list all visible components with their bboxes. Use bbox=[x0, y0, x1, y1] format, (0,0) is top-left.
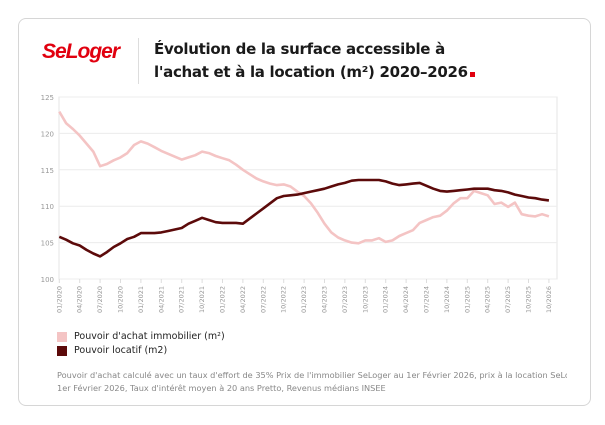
x-tick-label: 04/2022 bbox=[239, 286, 247, 313]
x-tick-label: 07/2024 bbox=[423, 286, 431, 313]
x-tick-label: 10/2025 bbox=[525, 286, 533, 313]
footnote-line-2: 1er Février 2026, Taux d'intérêt moyen à… bbox=[57, 383, 386, 393]
x-tick-label: 10/2026 bbox=[545, 286, 553, 313]
x-tick-label: 01/2022 bbox=[219, 286, 227, 313]
x-tick-label: 07/2021 bbox=[178, 286, 186, 313]
seloger-logo: SeLoger bbox=[42, 40, 120, 63]
y-tick-label: 105 bbox=[41, 240, 54, 248]
x-tick-label: 01/2024 bbox=[382, 286, 390, 313]
x-tick-label: 01/2021 bbox=[137, 286, 145, 313]
header-divider bbox=[138, 38, 139, 84]
x-tick-label: 04/2025 bbox=[484, 286, 492, 313]
x-tick-label: 01/2025 bbox=[463, 286, 471, 313]
x-tick-label: 04/2021 bbox=[157, 286, 165, 313]
y-tick-label: 115 bbox=[41, 167, 54, 175]
x-tick-label: 10/2020 bbox=[117, 286, 125, 313]
footnote-line-1: Pouvoir d'achat calculé avec un taux d'e… bbox=[57, 370, 567, 380]
x-tick-label: 01/2020 bbox=[55, 286, 63, 313]
chart-card bbox=[18, 18, 591, 406]
x-tick-label: 04/2023 bbox=[321, 286, 329, 313]
series-line-locatif bbox=[58, 178, 550, 258]
y-tick-label: 125 bbox=[41, 94, 54, 102]
y-tick-label: 120 bbox=[41, 130, 54, 138]
y-tick-label: 100 bbox=[41, 276, 54, 284]
red-dot-icon bbox=[469, 72, 475, 77]
title-line-2-text: l'achat et à la location (m²) 2020–2026 bbox=[154, 63, 468, 81]
legend-swatch-locatif bbox=[57, 345, 67, 356]
x-tick-label: 04/2020 bbox=[76, 286, 84, 313]
x-tick-label: 07/2023 bbox=[341, 286, 349, 313]
legend-label-locatif: Pouvoir locatif (m2) bbox=[74, 345, 168, 356]
title-line-1: Évolution de la surface accessible à bbox=[154, 40, 445, 58]
x-tick-label: 07/2025 bbox=[504, 286, 512, 313]
legend-swatch-achat bbox=[57, 331, 67, 342]
title-line-2: l'achat et à la location (m²) 2020–2026 bbox=[154, 61, 475, 84]
chart-title: Évolution de la surface accessible à l'a… bbox=[154, 38, 475, 84]
legend-item-locatif: Pouvoir locatif (m2) bbox=[57, 345, 167, 356]
y-tick-label: 110 bbox=[41, 203, 54, 211]
x-tick-label: 10/2024 bbox=[443, 286, 451, 313]
x-tick-label: 10/2022 bbox=[280, 286, 288, 313]
footnote: Pouvoir d'achat calculé avec un taux d'e… bbox=[57, 369, 567, 395]
series-line-achat bbox=[58, 110, 550, 245]
x-tick-label: 04/2024 bbox=[402, 286, 410, 313]
x-tick-label: 10/2023 bbox=[361, 286, 369, 313]
legend-item-achat: Pouvoir d'achat immobilier (m²) bbox=[57, 331, 225, 342]
x-tick-label: 07/2022 bbox=[259, 286, 267, 313]
x-tick-label: 07/2020 bbox=[96, 286, 104, 313]
x-tick-label: 10/2021 bbox=[198, 286, 206, 313]
x-tick-label: 01/2023 bbox=[300, 286, 308, 313]
legend-label-achat: Pouvoir d'achat immobilier (m²) bbox=[74, 331, 225, 342]
